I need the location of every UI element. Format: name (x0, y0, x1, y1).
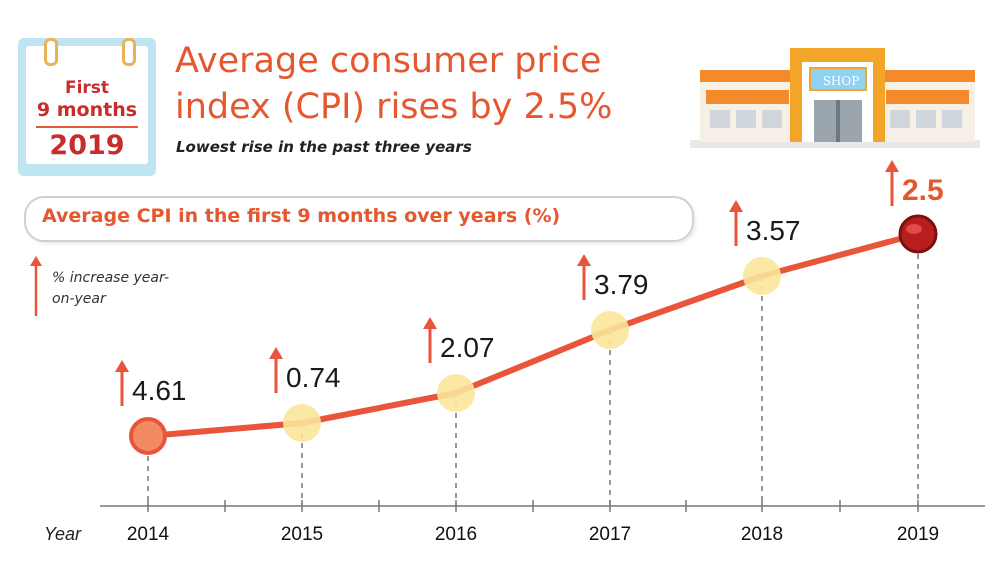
data-label: 3.57 (746, 215, 801, 246)
up-arrow-head-icon (423, 317, 437, 329)
data-label: 2.5 (902, 174, 944, 207)
data-point (898, 214, 938, 254)
data-label: 3.79 (594, 269, 649, 300)
page-subtitle: Lowest rise in the past three years (176, 138, 472, 156)
x-tick-label: 2019 (897, 524, 939, 545)
badge-year: 2019 (49, 130, 125, 161)
shop-sign: SHOP (822, 74, 860, 88)
series-line (147, 231, 919, 439)
data-label: 4.61 (132, 375, 187, 406)
data-point (743, 257, 781, 295)
data-point (283, 404, 321, 442)
data-label: 2.07 (440, 332, 495, 363)
calendar-ring-icon (122, 38, 136, 66)
x-tick-label: 2018 (741, 524, 783, 545)
badge-divider (36, 126, 138, 128)
chart-title: Average CPI in the first 9 months over y… (42, 205, 561, 227)
data-point (129, 417, 167, 455)
x-tick-label: 2016 (435, 524, 477, 545)
data-point (437, 374, 475, 412)
calendar-badge: First 9 months 2019 (18, 38, 156, 176)
up-arrow-head-icon (577, 254, 591, 266)
page-title: Average consumer price index (CPI) rises… (175, 41, 613, 127)
chart-title-box (24, 196, 694, 242)
shop-icon (690, 48, 980, 148)
x-axis-label: Year (44, 524, 82, 544)
x-tick-label: 2014 (127, 524, 170, 545)
calendar-page: First 9 months 2019 (26, 38, 148, 164)
legend-label: % increase year-on-year (52, 270, 170, 307)
up-arrow-head-icon (729, 200, 743, 212)
up-arrow-icon (30, 256, 42, 316)
x-tick-label: 2017 (589, 524, 631, 545)
data-point-highlight (906, 224, 922, 234)
data-label: 0.74 (286, 362, 341, 393)
calendar-ring-icon (44, 38, 58, 66)
badge-line2: 9 months (36, 99, 138, 121)
x-tick-label: 2015 (281, 524, 323, 545)
up-arrow-head-icon (115, 360, 129, 372)
up-arrow-head-icon (885, 160, 899, 172)
up-arrow-head-icon (269, 347, 283, 359)
data-point (591, 311, 629, 349)
badge-line1: First (64, 78, 110, 98)
